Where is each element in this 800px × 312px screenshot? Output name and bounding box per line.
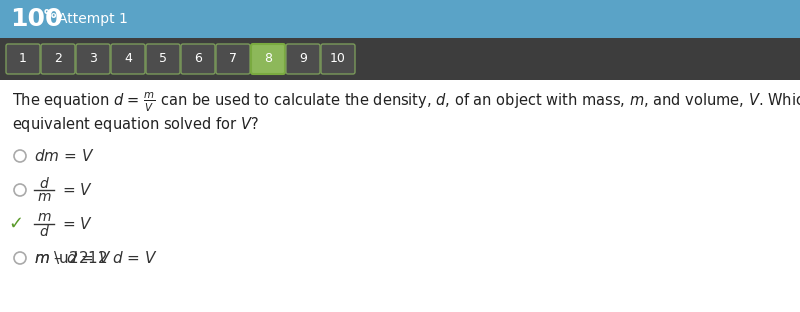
Text: 7: 7: [229, 52, 237, 66]
Text: 5: 5: [159, 52, 167, 66]
Text: Attempt 1: Attempt 1: [58, 12, 128, 26]
Text: equivalent equation solved for $V$?: equivalent equation solved for $V$?: [12, 115, 258, 134]
FancyBboxPatch shape: [321, 44, 355, 74]
Text: 3: 3: [89, 52, 97, 66]
FancyBboxPatch shape: [111, 44, 145, 74]
Text: 10: 10: [330, 52, 346, 66]
FancyBboxPatch shape: [0, 0, 800, 38]
Text: The equation $d$ = $\frac{m}{V}$ can be used to calculate the density, $d$, of a: The equation $d$ = $\frac{m}{V}$ can be …: [12, 90, 800, 114]
Text: $dm$ = $V$: $dm$ = $V$: [34, 148, 94, 164]
Text: 2: 2: [54, 52, 62, 66]
Text: 9: 9: [299, 52, 307, 66]
FancyBboxPatch shape: [251, 44, 285, 74]
Text: 100: 100: [10, 7, 62, 31]
Text: %: %: [44, 8, 57, 22]
Text: $d$: $d$: [38, 223, 50, 238]
FancyBboxPatch shape: [0, 38, 800, 80]
FancyBboxPatch shape: [146, 44, 180, 74]
Text: $d$: $d$: [38, 175, 50, 191]
Text: 4: 4: [124, 52, 132, 66]
Text: 1: 1: [19, 52, 27, 66]
Text: $m$: $m$: [37, 210, 51, 224]
Text: ✓: ✓: [8, 215, 23, 233]
Text: = $V$: = $V$: [62, 182, 93, 198]
Text: $m$ \u2212 $d$ = $V$: $m$ \u2212 $d$ = $V$: [34, 250, 158, 266]
Text: 6: 6: [194, 52, 202, 66]
Text: $m$: $m$: [37, 190, 51, 204]
Text: 8: 8: [264, 52, 272, 66]
FancyBboxPatch shape: [286, 44, 320, 74]
FancyBboxPatch shape: [41, 44, 75, 74]
FancyBboxPatch shape: [216, 44, 250, 74]
FancyBboxPatch shape: [181, 44, 215, 74]
FancyBboxPatch shape: [76, 44, 110, 74]
Text: $m$ – $d$ = $V$: $m$ – $d$ = $V$: [34, 250, 112, 266]
Text: = $V$: = $V$: [62, 216, 93, 232]
FancyBboxPatch shape: [6, 44, 40, 74]
